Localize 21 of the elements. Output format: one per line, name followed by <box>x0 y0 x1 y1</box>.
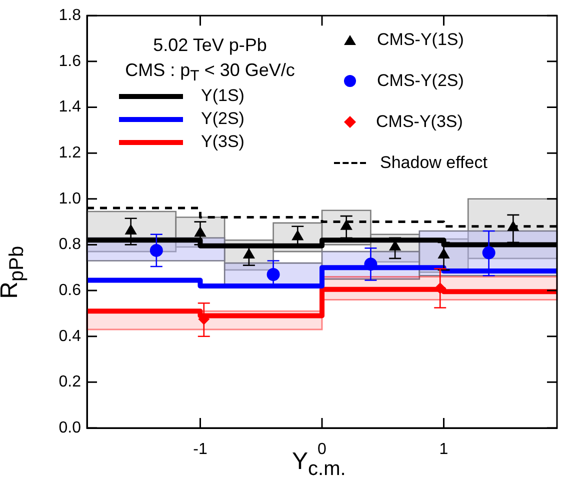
legend-label: Y(1S) <box>201 86 244 106</box>
legend-label: CMS-Y(3S) <box>376 112 463 132</box>
y-tick-label: 1.8 <box>58 7 82 24</box>
y-tick-label: 0.0 <box>58 419 82 436</box>
y-tick-label: 0.2 <box>58 374 82 391</box>
y-tick-label: 0.6 <box>58 282 82 299</box>
legend-label: Shadow effect <box>380 153 488 173</box>
x-tick-label: -1 <box>193 441 208 458</box>
annotation: 5.02 TeV p-Pb <box>153 35 267 56</box>
annotation: CMS : p$_{T}$ < 30 GeV/c <box>125 60 295 85</box>
y-tick-label: 1.0 <box>58 190 82 208</box>
y-tick-label: 1.6 <box>58 52 82 70</box>
legend-label: Y(3S) <box>201 132 244 152</box>
legend-label: CMS-Y(2S) <box>377 71 464 91</box>
y-tick-label: 1.2 <box>58 144 82 162</box>
y-tick-label: 0.4 <box>58 328 82 345</box>
x-tick-label: 1 <box>439 441 448 458</box>
y-tick-label: 0.8 <box>58 236 82 254</box>
legend-label: Y(2S) <box>201 109 244 129</box>
legend-label: CMS-Y(1S) <box>377 30 464 50</box>
y-tick-label: 1.4 <box>58 98 82 116</box>
